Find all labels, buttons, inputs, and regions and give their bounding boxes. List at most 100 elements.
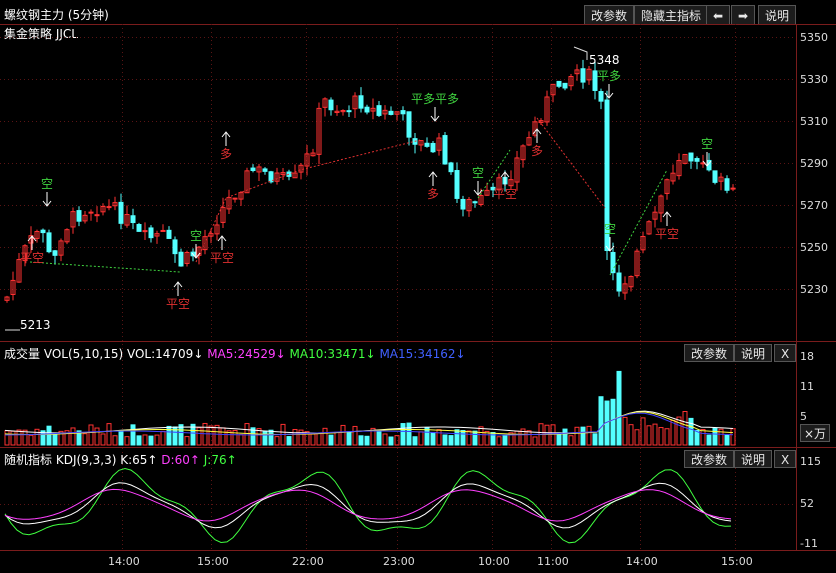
next-arrow-icon[interactable]: ➡ xyxy=(731,5,756,25)
signal-label: 空 xyxy=(190,229,202,243)
volume-bar xyxy=(598,396,604,446)
candle-body xyxy=(328,99,334,111)
arrow-head xyxy=(217,235,227,242)
volume-bar xyxy=(208,425,214,446)
volume-bar xyxy=(724,434,730,446)
kdj-edit-params-button[interactable]: 改参数 xyxy=(684,450,735,468)
candle-body xyxy=(460,198,466,210)
volume-bar xyxy=(244,423,250,446)
kdj-close-icon[interactable]: X xyxy=(774,450,797,468)
candle-body xyxy=(406,111,412,138)
volume-bar xyxy=(646,425,652,446)
candle-body xyxy=(418,140,424,146)
chart-title: 螺纹钢主力 (5分钟) xyxy=(4,8,109,22)
candle-body xyxy=(70,211,76,228)
time-axis-label: 14:00 xyxy=(626,555,658,568)
volume-bar xyxy=(394,435,400,446)
candle-body xyxy=(466,199,472,212)
volume-bar xyxy=(514,430,520,446)
candle-body xyxy=(280,172,286,175)
edit-params-button[interactable]: 改参数 xyxy=(584,5,635,25)
volume-axis-11: 11 xyxy=(800,380,814,393)
signal-marker: 平多 xyxy=(597,69,621,99)
candle-body xyxy=(160,229,166,232)
volume-ma10: MA10:33471↓ xyxy=(289,347,376,361)
candle-body xyxy=(520,145,526,161)
volume-bar xyxy=(340,424,346,446)
signal-marker: 平空 xyxy=(493,171,517,201)
strategy-label: 集金策略 JJCL xyxy=(4,27,78,41)
arrow-head xyxy=(191,252,201,259)
candle-body xyxy=(214,224,220,235)
volume-bar xyxy=(520,428,526,446)
volume-bar xyxy=(166,425,172,446)
volume-bar xyxy=(106,423,112,446)
price-axis-label: 5290 xyxy=(800,157,828,170)
volume-bar xyxy=(706,434,712,446)
volume-ma-lines xyxy=(4,410,734,436)
candle-body xyxy=(442,135,448,165)
volume-bar xyxy=(196,427,202,446)
candle-body xyxy=(376,105,382,116)
volume-close-icon[interactable]: X xyxy=(774,344,797,362)
signal-label: 平空 xyxy=(166,297,190,311)
candle-body xyxy=(382,109,388,115)
candle-body xyxy=(256,166,262,173)
candle-body xyxy=(490,186,496,191)
prev-arrow-icon[interactable]: ⬅ xyxy=(706,5,731,25)
volume-bar xyxy=(730,428,736,446)
candle-body xyxy=(682,153,688,164)
volume-bar xyxy=(664,428,670,446)
volume-bar xyxy=(670,419,676,446)
volume-help-button[interactable]: 说明 xyxy=(734,344,773,362)
arrow-head xyxy=(604,92,614,99)
volume-bar xyxy=(82,433,88,446)
candle-body xyxy=(52,250,58,256)
volume-bar xyxy=(46,425,52,446)
candle-body xyxy=(172,239,178,255)
volume-edit-params-button[interactable]: 改参数 xyxy=(684,344,735,362)
volume-bar xyxy=(526,430,532,446)
kdj-help-button[interactable]: 说明 xyxy=(734,450,773,468)
volume-bar xyxy=(10,430,16,446)
time-axis-label: 15:00 xyxy=(197,555,229,568)
signal-marker: 空 xyxy=(472,166,484,196)
volume-bars xyxy=(4,370,736,446)
volume-bar xyxy=(628,424,634,446)
volume-bar xyxy=(484,430,490,446)
volume-bar xyxy=(304,431,310,446)
volume-axis-5: 5 xyxy=(800,410,807,423)
volume-bar xyxy=(214,424,220,446)
volume-bar xyxy=(700,429,706,446)
candle-body xyxy=(250,167,256,172)
candle-body xyxy=(268,171,274,183)
arrow-head xyxy=(532,128,542,135)
volume-bar xyxy=(112,435,118,446)
volume-bar xyxy=(574,426,580,446)
volume-bar xyxy=(226,430,232,446)
signal-label: 多 xyxy=(220,147,232,161)
candle-body xyxy=(40,229,46,234)
signal-label: 多 xyxy=(531,144,543,158)
volume-bar xyxy=(184,436,190,446)
signal-marker: 平空 xyxy=(655,211,679,241)
candle-body xyxy=(604,99,610,251)
price-axis-label: 5330 xyxy=(800,73,828,86)
kdj-lines xyxy=(4,467,732,544)
candle-body xyxy=(106,206,112,209)
volume-bar xyxy=(286,436,292,446)
candle-body xyxy=(430,142,436,153)
signal-marker: 空 xyxy=(604,222,616,252)
volume-bar xyxy=(376,429,382,446)
candle-body xyxy=(694,158,700,162)
volume-bar xyxy=(676,416,682,446)
volume-bar xyxy=(232,429,238,446)
volume-bar xyxy=(70,427,76,446)
candle-body xyxy=(580,68,586,83)
signal-label: 平多 xyxy=(597,69,621,83)
high-price-label: 5348 xyxy=(589,53,620,67)
volume-bar xyxy=(544,424,550,446)
volume-bar xyxy=(40,430,46,446)
